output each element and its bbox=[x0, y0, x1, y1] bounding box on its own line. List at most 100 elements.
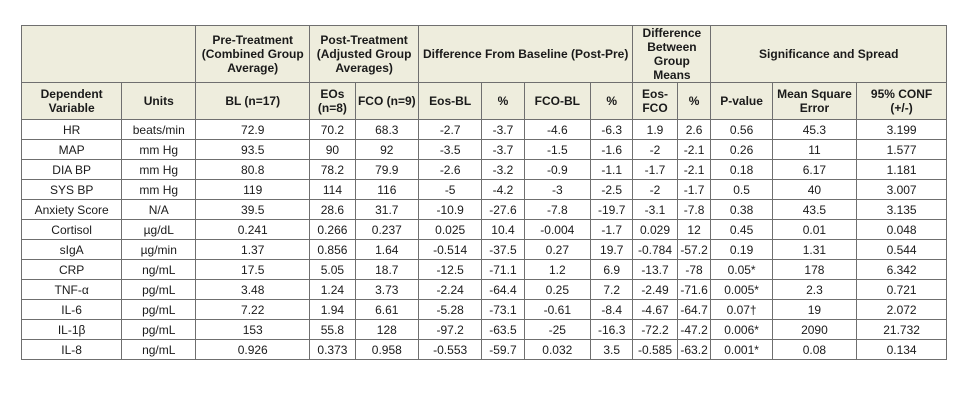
cell-units: beats/min bbox=[121, 119, 197, 140]
cell-pct-eos: -73.1 bbox=[481, 299, 525, 320]
cell-eos: 90 bbox=[309, 139, 356, 160]
cell-fco-bl: -1.5 bbox=[523, 139, 592, 160]
cell-mse: 2090 bbox=[771, 319, 858, 340]
cell-pvalue: 0.5 bbox=[710, 179, 773, 200]
group-header-significance: Significance and Spread bbox=[710, 25, 947, 83]
cell-pct-diff: -78 bbox=[676, 259, 712, 280]
cell-mse: 178 bbox=[771, 259, 858, 280]
cell-pct-eos: 10.4 bbox=[481, 219, 525, 240]
cell-pct-diff: -7.8 bbox=[676, 199, 712, 220]
cell-eos: 28.6 bbox=[309, 199, 356, 220]
cell-pct-fco: -2.5 bbox=[590, 179, 634, 200]
cell-pct-eos: -3.7 bbox=[481, 139, 525, 160]
cell-pvalue: 0.45 bbox=[710, 219, 773, 240]
cell-variable: sIgA bbox=[20, 239, 123, 260]
table-row: HR beats/min 72.9 70.2 68.3 -2.7 -3.7 -4.6 -6.3 1… bbox=[20, 119, 947, 140]
cell-eos: 0.856 bbox=[309, 239, 356, 260]
cell-pvalue: 0.19 bbox=[710, 239, 773, 260]
cell-eos-bl: -97.2 bbox=[417, 319, 483, 340]
cell-fco-bl: -3 bbox=[523, 179, 592, 200]
cell-pct-eos: -71.1 bbox=[481, 259, 525, 280]
cell-pct-diff: -63.2 bbox=[676, 339, 712, 360]
cell-pvalue: 0.26 bbox=[710, 139, 773, 160]
cell-conf: 3.007 bbox=[856, 179, 947, 200]
results-table-container: Pre-Treatment (Combined Group Average) P… bbox=[20, 25, 947, 360]
cell-conf: 21.732 bbox=[856, 319, 947, 340]
cell-fco-bl: -0.9 bbox=[523, 159, 592, 180]
cell-units: ng/mL bbox=[121, 259, 197, 280]
cell-eos-bl: -0.553 bbox=[417, 339, 483, 360]
cell-eos: 5.05 bbox=[309, 259, 356, 280]
cell-variable: TNF-α bbox=[20, 279, 123, 300]
cell-bl: 17.5 bbox=[195, 259, 311, 280]
cell-pct-eos: -3.2 bbox=[481, 159, 525, 180]
table-row: Cortisol µg/dL 0.241 0.266 0.237 0.025 10.4 -0.… bbox=[20, 219, 947, 240]
cell-fco: 0.958 bbox=[354, 339, 419, 360]
cell-eos-fco: -3.1 bbox=[632, 199, 678, 220]
table-row: MAP mm Hg 93.5 90 92 -3.5 -3.7 -1.5 -1.6 -2 -2.1 0.… bbox=[20, 139, 947, 160]
cell-pct-fco: 7.2 bbox=[590, 279, 634, 300]
cell-pct-fco: 3.5 bbox=[590, 339, 634, 360]
cell-pct-eos: -37.5 bbox=[481, 239, 525, 260]
cell-units: mm Hg bbox=[121, 139, 197, 160]
cell-pct-eos: -64.4 bbox=[481, 279, 525, 300]
cell-eos-fco: -1.7 bbox=[632, 159, 678, 180]
table-header: Pre-Treatment (Combined Group Average) P… bbox=[20, 25, 947, 120]
cell-variable: HR bbox=[20, 119, 123, 140]
cell-eos-bl: -3.5 bbox=[417, 139, 483, 160]
cell-conf: 0.721 bbox=[856, 279, 947, 300]
cell-eos: 70.2 bbox=[309, 119, 356, 140]
cell-pct-diff: -2.1 bbox=[676, 159, 712, 180]
cell-pct-diff: -64.7 bbox=[676, 299, 712, 320]
cell-bl: 1.37 bbox=[195, 239, 311, 260]
cell-pct-diff: 12 bbox=[676, 219, 712, 240]
table-row: IL-6 pg/mL 7.22 1.94 6.61 -5.28 -73.1 -0.61 -8.4… bbox=[20, 299, 947, 320]
cell-pct-fco: 19.7 bbox=[590, 239, 634, 260]
cell-units: µg/min bbox=[121, 239, 197, 260]
col-header-pct-fco: % bbox=[590, 82, 634, 120]
cell-eos-bl: -2.7 bbox=[417, 119, 483, 140]
cell-eos-fco: -72.2 bbox=[632, 319, 678, 340]
cell-mse: 0.01 bbox=[771, 219, 858, 240]
col-header-eos-bl: Eos-BL bbox=[417, 82, 483, 120]
cell-pvalue: 0.56 bbox=[710, 119, 773, 140]
cell-units: mm Hg bbox=[121, 159, 197, 180]
col-header-variable: Dependent Variable bbox=[20, 82, 123, 120]
cell-pct-eos: -4.2 bbox=[481, 179, 525, 200]
cell-eos-fco: 0.029 bbox=[632, 219, 678, 240]
cell-pct-diff: -2.1 bbox=[676, 139, 712, 160]
cell-conf: 6.342 bbox=[856, 259, 947, 280]
cell-fco: 0.237 bbox=[354, 219, 419, 240]
cell-bl: 0.926 bbox=[195, 339, 311, 360]
cell-pct-fco: -1.1 bbox=[590, 159, 634, 180]
cell-mse: 2.3 bbox=[771, 279, 858, 300]
cell-mse: 1.31 bbox=[771, 239, 858, 260]
cell-conf: 1.181 bbox=[856, 159, 947, 180]
cell-pct-fco: -19.7 bbox=[590, 199, 634, 220]
cell-fco: 128 bbox=[354, 319, 419, 340]
cell-conf: 3.199 bbox=[856, 119, 947, 140]
cell-fco: 3.73 bbox=[354, 279, 419, 300]
cell-variable: DIA BP bbox=[20, 159, 123, 180]
table-row: IL-8 ng/mL 0.926 0.373 0.958 -0.553 -59.7 0.032… bbox=[20, 339, 947, 360]
cell-units: pg/mL bbox=[121, 279, 197, 300]
cell-pct-diff: 2.6 bbox=[676, 119, 712, 140]
cell-eos-fco: -4.67 bbox=[632, 299, 678, 320]
cell-fco-bl: -0.004 bbox=[523, 219, 592, 240]
cell-variable: Cortisol bbox=[20, 219, 123, 240]
cell-eos: 55.8 bbox=[309, 319, 356, 340]
cell-fco-bl: -0.61 bbox=[523, 299, 592, 320]
cell-pct-fco: -16.3 bbox=[590, 319, 634, 340]
cell-units: pg/mL bbox=[121, 299, 197, 320]
col-header-fco-bl: FCO-BL bbox=[523, 82, 592, 120]
cell-pvalue: 0.001* bbox=[710, 339, 773, 360]
cell-fco: 31.7 bbox=[354, 199, 419, 220]
cell-conf: 0.134 bbox=[856, 339, 947, 360]
cell-pct-eos: -27.6 bbox=[481, 199, 525, 220]
cell-mse: 43.5 bbox=[771, 199, 858, 220]
cell-variable: CRP bbox=[20, 259, 123, 280]
cell-bl: 3.48 bbox=[195, 279, 311, 300]
cell-eos-fco: -13.7 bbox=[632, 259, 678, 280]
cell-fco: 116 bbox=[354, 179, 419, 200]
table-row: CRP ng/mL 17.5 5.05 18.7 -12.5 -71.1 1.2 6.9 -13.… bbox=[20, 259, 947, 280]
